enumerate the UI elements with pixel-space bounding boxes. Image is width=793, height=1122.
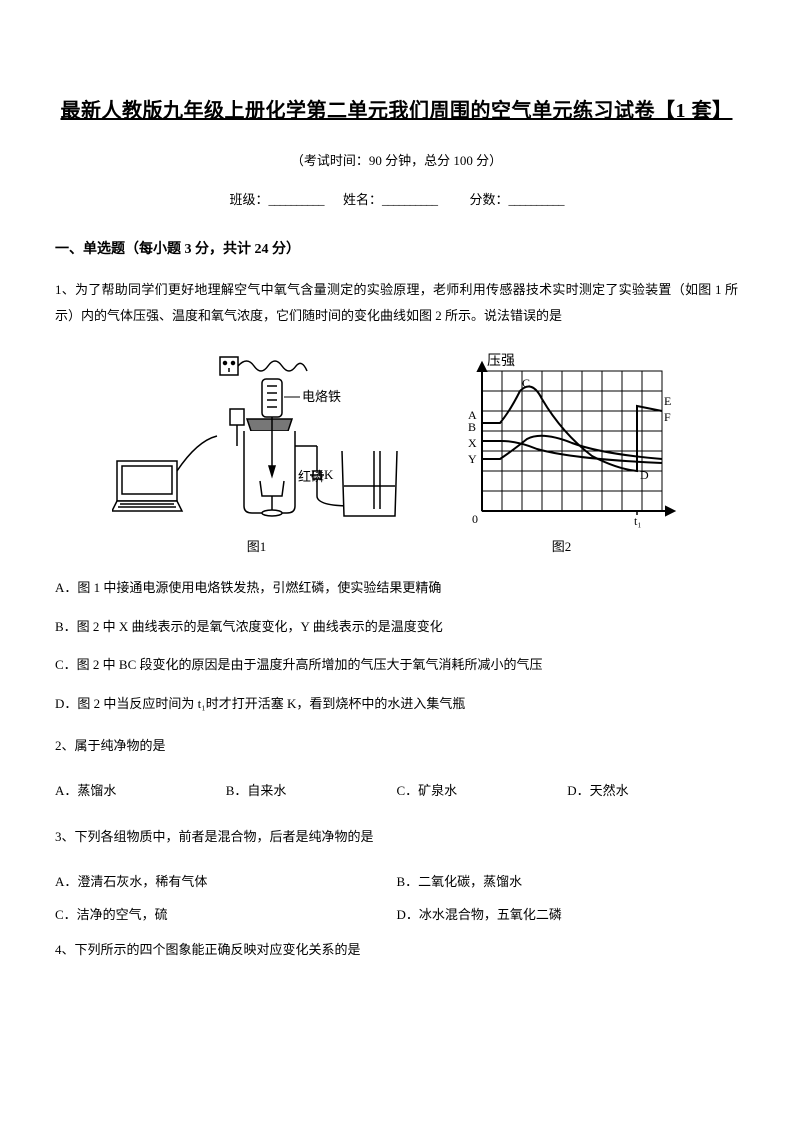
q2-text: 2、属于纯净物的是 bbox=[55, 733, 738, 759]
info-line: 班级：__________ 姓名：__________ 分数：_________… bbox=[55, 190, 738, 211]
q3-optB: B．二氧化碳，蒸馏水 bbox=[397, 872, 739, 893]
figure-1-label: 图1 bbox=[247, 537, 267, 558]
fig2-ylabel: 压强 bbox=[487, 354, 515, 369]
name-blank: __________ bbox=[382, 192, 437, 207]
q1-text: 1、为了帮助同学们更好地理解空气中氧气含量测定的实验原理，老师利用传感器技术实时… bbox=[55, 277, 738, 329]
section-1-header: 一、单选题（每小题 3 分，共计 24 分） bbox=[55, 239, 738, 261]
q3-options: A．澄清石灰水，稀有气体 B．二氧化碳，蒸馏水 C．洁净的空气，硫 D．冰水混合… bbox=[55, 872, 738, 938]
question-1: 1、为了帮助同学们更好地理解空气中氧气含量测定的实验原理，老师利用传感器技术实时… bbox=[55, 277, 738, 329]
name-label: 姓名： bbox=[343, 192, 382, 207]
figure-2-box: 压强 bbox=[442, 351, 682, 558]
q3-optD: D．冰水混合物，五氧化二磷 bbox=[397, 905, 739, 926]
label-k: K bbox=[324, 467, 334, 482]
score-label: 分数： bbox=[470, 192, 509, 207]
mark-E: E bbox=[664, 394, 671, 408]
q2-optD: D．天然水 bbox=[567, 781, 738, 802]
mark-0: 0 bbox=[472, 512, 478, 526]
q3-text: 3、下列各组物质中，前者是混合物，后者是纯净物的是 bbox=[55, 824, 738, 850]
question-4: 4、下列所示的四个图象能正确反映对应变化关系的是 bbox=[55, 937, 738, 963]
q2-options: A．蒸馏水 B．自来水 C．矿泉水 D．天然水 bbox=[55, 781, 738, 802]
question-2: 2、属于纯净物的是 bbox=[55, 733, 738, 759]
mark-Y: Y bbox=[468, 452, 477, 466]
question-3: 3、下列各组物质中，前者是混合物，后者是纯净物的是 bbox=[55, 824, 738, 850]
class-label: 班级： bbox=[229, 192, 268, 207]
q1-optD: D．图 2 中当反应时间为 t₁时才打开活塞 K，看到烧杯中的水进入集气瓶 bbox=[55, 694, 738, 715]
figure-1-box: 电烙铁 红磷 K 图1 bbox=[112, 351, 402, 558]
label-iron: 电烙铁 bbox=[302, 389, 341, 404]
figure-2-svg: 压强 bbox=[442, 351, 682, 531]
q2-optA: A．蒸馏水 bbox=[55, 781, 226, 802]
q1-optC: C．图 2 中 BC 段变化的原因是由于温度升高所增加的气压大于氧气消耗所减小的… bbox=[55, 655, 738, 676]
q1-optB: B．图 2 中 X 曲线表示的是氧气浓度变化，Y 曲线表示的是温度变化 bbox=[55, 617, 738, 638]
q3-optC: C．洁净的空气，硫 bbox=[55, 905, 397, 926]
q4-text: 4、下列所示的四个图象能正确反映对应变化关系的是 bbox=[55, 937, 738, 963]
mark-X: X bbox=[468, 436, 477, 450]
exam-title: 最新人教版九年级上册化学第二单元我们周围的空气单元练习试卷【1 套】 bbox=[55, 95, 738, 127]
score-blank: __________ bbox=[509, 192, 564, 207]
mark-C: C bbox=[522, 376, 530, 390]
label-phosphorus: 红磷 bbox=[298, 469, 324, 484]
figure-2-label: 图2 bbox=[552, 537, 572, 558]
class-blank: __________ bbox=[268, 192, 323, 207]
mark-t1: t₁ bbox=[634, 514, 642, 528]
figure-1-svg: 电烙铁 红磷 K bbox=[112, 351, 402, 531]
q3-optA: A．澄清石灰水，稀有气体 bbox=[55, 872, 397, 893]
mark-B: B bbox=[468, 420, 476, 434]
mark-F: F bbox=[664, 410, 671, 424]
q2-optC: C．矿泉水 bbox=[397, 781, 568, 802]
q2-optB: B．自来水 bbox=[226, 781, 397, 802]
mark-D: D bbox=[640, 468, 649, 482]
exam-subtitle: （考试时间：90 分钟，总分 100 分） bbox=[55, 151, 738, 172]
figures-row: 电烙铁 红磷 K 图1 压强 bbox=[55, 351, 738, 558]
q1-optA: A．图 1 中接通电源使用电烙铁发热，引燃红磷，使实验结果更精确 bbox=[55, 578, 738, 599]
